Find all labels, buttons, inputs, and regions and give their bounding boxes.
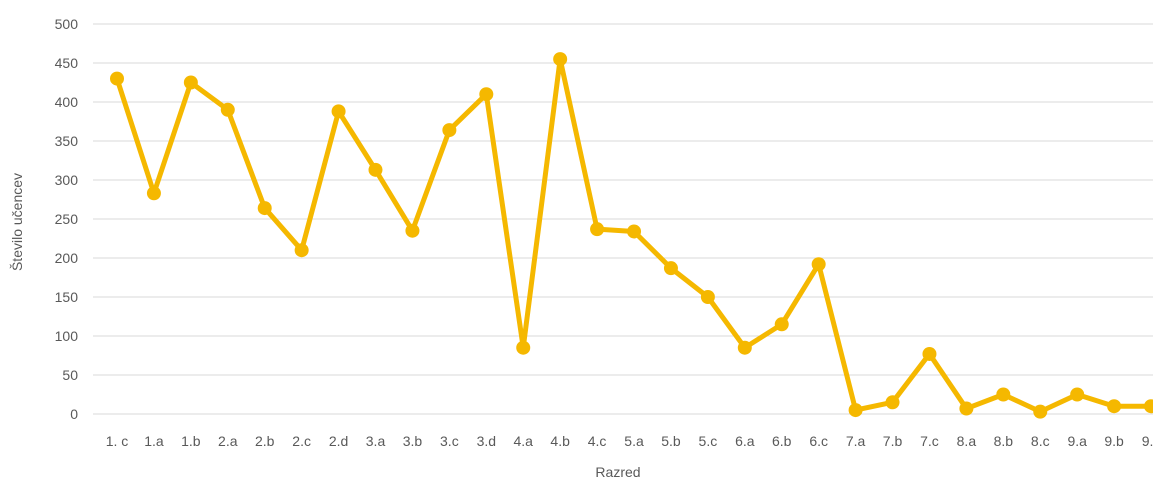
data-point[interactable]: 7.b: 15 [885,395,900,410]
x-tick-label: 4.a [513,433,533,449]
x-tick-label: 7.a [846,433,866,449]
x-tick-label: 4.c [588,433,607,449]
data-point[interactable]: 4.b: 455 [553,52,568,67]
x-tick-label: 7.c [920,433,939,449]
data-point[interactable]: 9.c: 10 [1144,399,1153,414]
data-point[interactable]: 3.b: 235 [405,223,420,238]
x-axis-ticks: 1. c 1.a 1.b 2.a 2.b 2.c 2.d 3.a 3.b 3.c 3.d 4.a 4.b… [106,433,1153,449]
data-point[interactable]: 5.c: 150 [700,290,715,304]
data-point[interactable]: 2.c: 210 [294,243,309,258]
data-point[interactable]: 4.a: 85 [516,340,531,355]
y-tick-label: 100 [55,328,79,344]
x-tick-label: 3.a [366,433,386,449]
data-point[interactable]: 8.b: 25 [996,387,1011,402]
data-point[interactable]: 4.c: 237 [590,222,605,237]
data-point[interactable]: 1.b: 425 [183,75,198,90]
x-tick-label: 9.b [1104,433,1124,449]
data-point[interactable]: 2.a: 390 [220,102,235,117]
data-point[interactable]: 9.a: 25 [1070,387,1085,402]
x-tick-label: 3.d [477,433,496,449]
data-point[interactable]: 8.a: 7 [959,401,974,416]
x-tick-label: 6.a [735,433,755,449]
x-tick-label: 7.b [883,433,903,449]
x-tick-label: 4.b [550,433,570,449]
x-tick-label: 1.b [181,433,201,449]
data-point[interactable]: 5.a: 234 [627,224,642,239]
x-tick-label: 5.b [661,433,681,449]
x-tick-label: 3.b [403,433,423,449]
y-tick-label: 350 [55,133,79,149]
x-tick-label: 8.a [957,433,977,449]
x-tick-label: 2.d [329,433,348,449]
data-point[interactable]: 6.a: 85 [737,340,752,355]
y-tick-label: 0 [70,406,78,422]
gridlines [93,23,1153,415]
x-tick-label: 1.a [144,433,164,449]
data-point[interactable]: 2.d: 388 [331,104,346,119]
data-point[interactable]: 8.c: 3 [1033,404,1048,419]
x-tick-label: 6.b [772,433,792,449]
data-point[interactable]: 3.a: 313 [368,162,383,177]
y-axis-ticks: 0 50 100 150 200 250 300 350 400 450 500 [55,16,79,422]
x-tick-label: 5.c [699,433,718,449]
y-tick-label: 150 [55,289,79,305]
x-tick-label: 2.b [255,433,275,449]
y-tick-label: 300 [55,172,79,188]
x-tick-label: 5.a [624,433,644,449]
x-axis-title: Razred [595,464,640,480]
data-point[interactable]: 7.c: 77 [922,346,937,361]
data-point[interactable]: 6.b: 115 [774,317,789,332]
x-tick-label: 6.c [809,433,828,449]
data-point[interactable]: 2.b: 264 [257,201,272,216]
x-tick-label: 9.c [1142,433,1153,449]
x-tick-label: 3.c [440,433,459,449]
x-tick-label: 2.c [292,433,311,449]
data-point[interactable]: 1.a: 283 [146,186,161,201]
data-point[interactable]: 9.b: 10 [1107,399,1122,414]
y-tick-label: 400 [55,94,79,110]
x-tick-label: 8.b [994,433,1014,449]
x-tick-label: 2.a [218,433,238,449]
data-point[interactable]: 6.c: 192 [811,257,826,272]
y-tick-label: 450 [55,55,79,71]
data-point[interactable]: 5.b: 187 [663,261,678,276]
y-axis-title: Število učencev [9,173,25,271]
data-point[interactable]: 1. c: 430 [110,71,124,86]
y-tick-label: 50 [62,367,78,383]
series-group: 1. c: 430 1.a: 283 1.b: 425 2.a: 390 2.b: 26… [110,52,1153,419]
x-tick-label: 1. c [106,433,129,449]
y-tick-label: 200 [55,250,79,266]
x-tick-label: 8.c [1031,433,1050,449]
y-tick-label: 250 [55,211,79,227]
data-point[interactable]: 3.c: 364 [442,123,457,138]
x-tick-label: 9.a [1067,433,1087,449]
data-point[interactable]: 3.d: 410 [479,87,494,102]
y-tick-label: 500 [55,16,79,32]
data-point[interactable]: 7.a: 5 [848,403,863,418]
